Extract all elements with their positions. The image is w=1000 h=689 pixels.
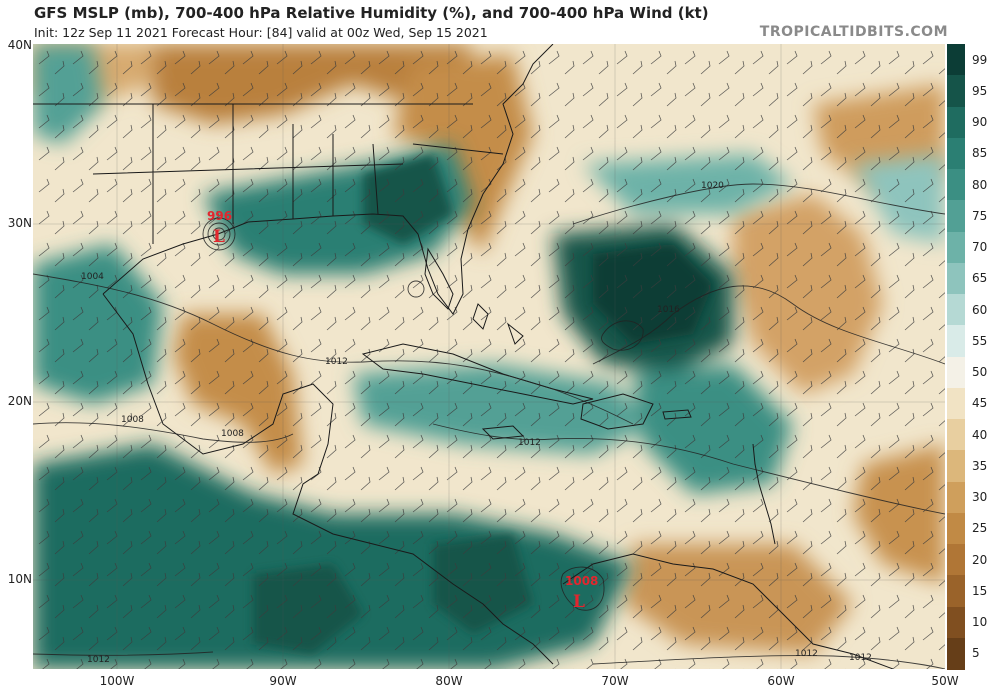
colorbar-tick-label: 55 — [972, 333, 988, 348]
colorbar-tick-label: 30 — [972, 490, 988, 505]
colorbar-segment — [947, 44, 965, 76]
isobar-label: 1004 — [81, 272, 104, 282]
low-marker: 996 L — [207, 209, 232, 247]
colorbar-tick-label: 10 — [972, 615, 988, 630]
lat-label: 20N — [7, 394, 32, 408]
colorbar-segment — [947, 294, 965, 326]
pressure-labels: 1020 1016 1012 1012 1012 1008 1008 1004 … — [81, 181, 872, 665]
colorbar-tick-label: 70 — [972, 240, 988, 255]
colorbar-segment — [947, 106, 965, 139]
brand-watermark: TROPICALTIDBITS.COM — [759, 24, 948, 40]
colorbar-segment — [947, 450, 965, 482]
colorbar-tick-label: 90 — [972, 115, 988, 130]
colorbar-tick-label: 99 — [972, 52, 988, 67]
colorbar-segment — [947, 169, 965, 201]
lon-label: 80W — [435, 674, 463, 688]
lon-label: 100W — [99, 674, 135, 688]
colorbar-tick-label: 25 — [972, 521, 988, 536]
lon-label: 50W — [931, 674, 959, 688]
colorbar-tick-label: 50 — [972, 365, 988, 380]
colorbar-segment — [947, 544, 965, 576]
colorbar-segment — [947, 512, 965, 545]
colorbar-tick-label: 85 — [972, 146, 988, 161]
colorbar-segment — [947, 262, 965, 295]
isobar-label: 1008 — [121, 415, 144, 425]
chart-title: GFS MSLP (mb), 700-400 hPa Relative Humi… — [34, 4, 709, 22]
isobar-label: 1016 — [657, 305, 680, 315]
isobar-label: 1020 — [701, 181, 724, 191]
colorbar-tick-label: 65 — [972, 271, 988, 286]
colorbar-segment — [947, 575, 965, 607]
colorbar-tick-label: 5 — [972, 646, 980, 661]
colorbar-tick-label: 40 — [972, 427, 988, 442]
low-pressure-symbol: L — [573, 592, 585, 612]
colorbar-segment — [947, 481, 965, 514]
colorbar-segment — [947, 75, 965, 107]
colorbar-tick-label: 15 — [972, 583, 988, 598]
lon-label: 90W — [269, 674, 297, 688]
isobar-label: 1008 — [221, 429, 244, 439]
isobar-label: 1012 — [795, 649, 818, 659]
coastlines — [33, 44, 894, 669]
low-marker: 1008 L — [565, 574, 598, 612]
isobar-label: 1012 — [325, 357, 348, 367]
lat-label: 10N — [7, 572, 32, 586]
chart-subtitle: Init: 12z Sep 11 2021 Forecast Hour: [84… — [34, 25, 488, 40]
wind-barbs — [33, 44, 945, 669]
isobar-label: 1012 — [518, 438, 541, 448]
colorbar-segment — [947, 200, 965, 232]
lon-label: 60W — [767, 674, 795, 688]
low-pressure-value: 996 — [207, 209, 232, 223]
colorbar-tick-label: 20 — [972, 552, 988, 567]
isobar-label: 1012 — [87, 655, 110, 665]
colorbar-segment — [947, 231, 965, 264]
map-canvas: 1020 1016 1012 1012 1012 1008 1008 1004 … — [33, 44, 945, 669]
colorbar-segment — [947, 137, 965, 170]
colorbar-segment — [947, 387, 965, 420]
colorbar-tick-label: 45 — [972, 396, 988, 411]
humidity-colorbar — [947, 44, 965, 670]
colorbar-tick-label: 75 — [972, 208, 988, 223]
colorbar-tick-label: 35 — [972, 458, 988, 473]
colorbar-segment — [947, 637, 965, 670]
colorbar-tick-label: 95 — [972, 83, 988, 98]
isobar-label: 1012 — [849, 653, 872, 663]
lon-label: 70W — [601, 674, 629, 688]
lat-label: 40N — [7, 38, 32, 52]
colorbar-segment — [947, 325, 965, 357]
lat-label: 30N — [7, 216, 32, 230]
low-pressure-symbol: L — [213, 227, 225, 247]
colorbar-segment — [947, 606, 965, 639]
isobars — [33, 183, 945, 669]
colorbar-tick-label: 60 — [972, 302, 988, 317]
colorbar-tick-label: 80 — [972, 177, 988, 192]
weather-map: 1020 1016 1012 1012 1012 1008 1008 1004 … — [33, 44, 945, 669]
low-pressure-value: 1008 — [565, 574, 598, 588]
colorbar-segment — [947, 356, 965, 389]
colorbar-segment — [947, 419, 965, 451]
